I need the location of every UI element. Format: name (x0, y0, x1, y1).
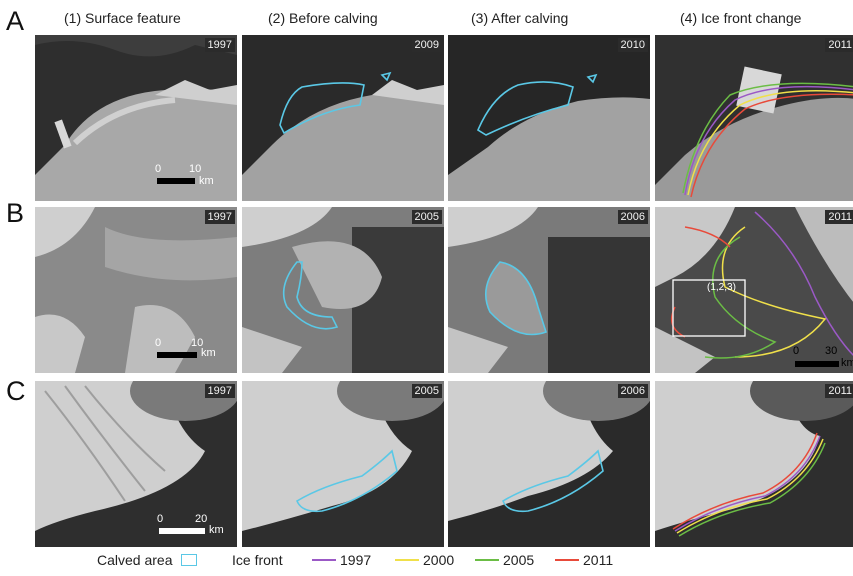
scale-bar-zero: 0 (155, 337, 162, 349)
row-letter-b: B (6, 198, 25, 228)
row-letter-c: C (6, 376, 26, 406)
panel-c1-surface-feature: 1997 0 20 km (35, 381, 237, 547)
year-label-a4: 2011 (825, 38, 853, 52)
panel-a4-ice-front-change: 2011 (655, 35, 853, 201)
year-label-b1: 1997 (204, 210, 235, 224)
legend-line-1997 (312, 559, 336, 561)
calved-area-outline-b3 (484, 261, 547, 336)
legend-year-label: 2000 (423, 552, 455, 568)
panel-b4-ice-front-change: 2011 (1,2,3) 0 30 km (655, 207, 853, 373)
legend-year-2000: 2000 (395, 552, 454, 568)
panel-b3-after-calving: 2006 (448, 207, 650, 373)
year-label-c2: 2005 (411, 384, 442, 398)
column-title-after-calving: (3) After calving (471, 10, 569, 26)
legend-year-label: 2011 (583, 552, 614, 568)
panel-c3-after-calving: 2006 (448, 381, 650, 547)
column-title-before-calving: (2) Before calving (268, 10, 378, 26)
scale-bar-max: 10 (191, 337, 204, 349)
scale-bar-unit: km (201, 347, 216, 359)
year-label-a2: 2009 (411, 38, 442, 52)
legend-line-2005 (475, 559, 499, 561)
inset-label: (1,2,3) (707, 282, 736, 293)
legend-ice-front: Ice front (232, 552, 283, 568)
scale-bar-max: 20 (195, 513, 208, 525)
scale-bar-b4: 0 30 km (787, 345, 853, 373)
column-title-ice-front-change: (4) Ice front change (680, 10, 802, 26)
row-letter-a: A (6, 6, 25, 36)
legend-ice-front-label: Ice front (232, 552, 283, 568)
scale-bar-zero: 0 (793, 345, 800, 357)
scale-bar-max: 10 (189, 163, 202, 175)
scale-bar-b: 0 10 km (155, 337, 235, 367)
legend-year-1997: 1997 (312, 552, 371, 568)
legend-year-2011: 2011 (555, 552, 613, 568)
calved-area-outline-c3 (501, 449, 604, 513)
scale-bar-c: 0 20 km (157, 513, 237, 543)
legend-year-label: 1997 (340, 552, 372, 568)
legend-calved-area: Calved area (97, 552, 197, 568)
legend-year-label: 2005 (503, 552, 535, 568)
scale-bar-zero: 0 (157, 513, 164, 525)
calved-area-outline-b2 (282, 261, 339, 330)
calved-area-outline-a2 (279, 82, 365, 135)
year-label-c3: 2006 (617, 384, 648, 398)
panel-b2-before-calving: 2005 (242, 207, 444, 373)
scale-bar-unit: km (209, 524, 224, 536)
legend-line-2011 (555, 559, 579, 561)
calved-area-outline-a3 (476, 81, 574, 136)
calved-area-swatch (180, 554, 197, 566)
scale-bar-zero: 0 (155, 163, 162, 175)
panel-c4-ice-front-change: 2011 (655, 381, 853, 547)
legend-line-2000 (395, 559, 419, 561)
year-label-b3: 2006 (617, 210, 648, 224)
column-title-surface-feature: (1) Surface feature (64, 10, 181, 26)
year-label-b4: 2011 (825, 210, 853, 224)
scale-bar-unit: km (199, 175, 214, 187)
legend-year-2005: 2005 (475, 552, 534, 568)
year-label-a3: 2010 (617, 38, 648, 52)
year-label-c1: 1997 (204, 384, 235, 398)
year-label-c4: 2011 (825, 384, 853, 398)
panel-a1-surface-feature: 1997 0 10 km (35, 35, 237, 201)
scale-bar-unit: km (841, 357, 853, 369)
panel-c2-before-calving: 2005 (242, 381, 444, 547)
calved-area-outline-c2 (295, 449, 398, 513)
legend-calved-area-label: Calved area (97, 552, 173, 568)
scale-bar-a: 0 10 km (155, 163, 225, 193)
inset-frame (672, 279, 746, 337)
year-label-b2: 2005 (411, 210, 442, 224)
panel-a2-before-calving: 2009 (242, 35, 444, 201)
year-label-a1: 1997 (204, 38, 235, 52)
scale-bar-max: 30 (825, 345, 838, 357)
panel-a3-after-calving: 2010 (448, 35, 650, 201)
legend: Calved area Ice front 1997 2000 2005 201… (0, 550, 853, 574)
panel-b1-surface-feature: 1997 0 10 km (35, 207, 237, 373)
